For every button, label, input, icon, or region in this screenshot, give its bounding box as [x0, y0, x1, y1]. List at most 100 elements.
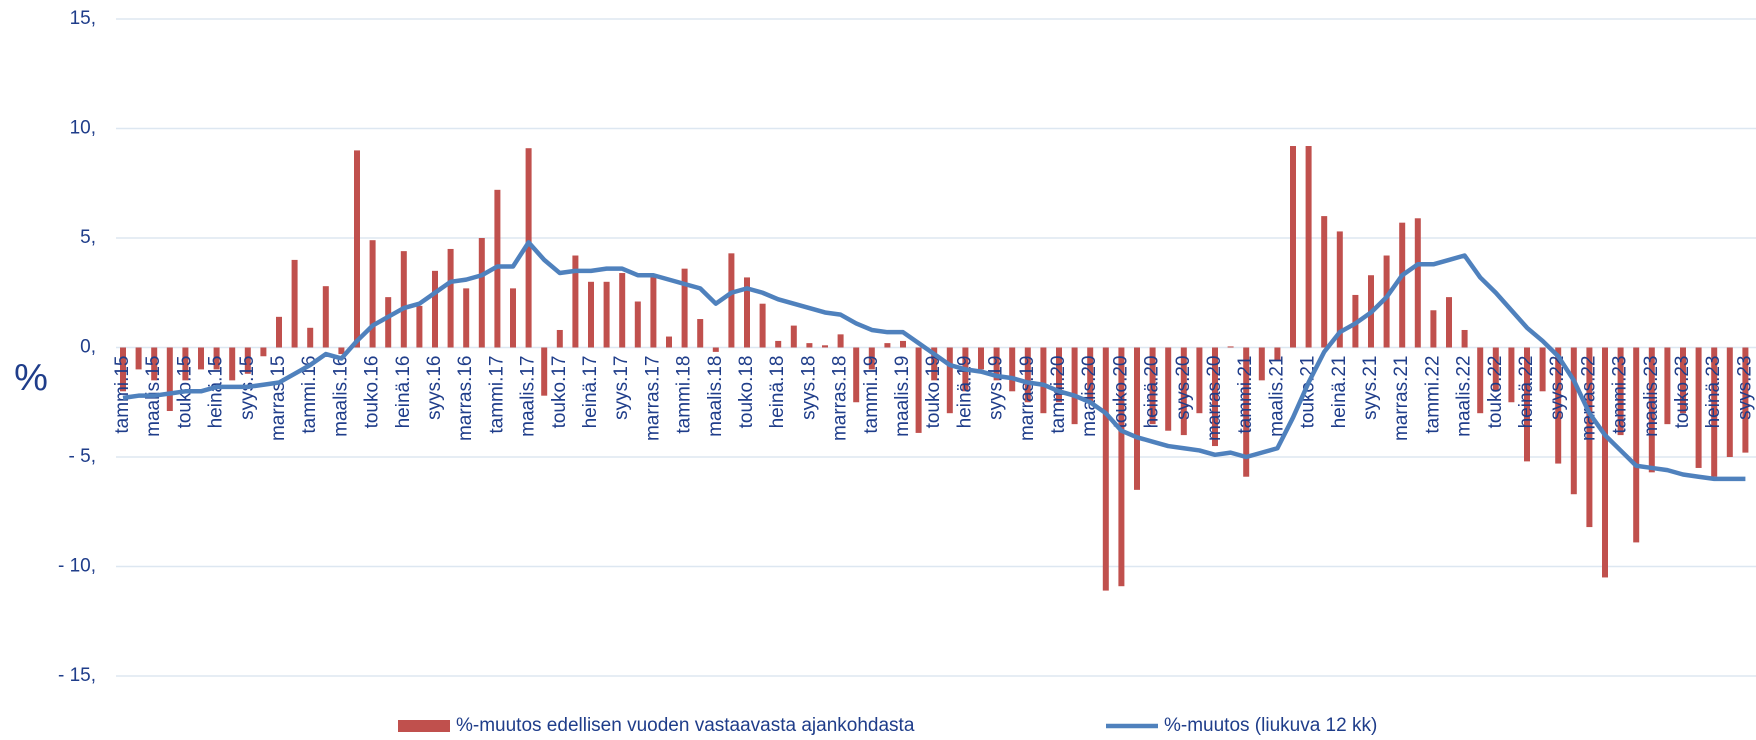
- bar: [1570, 347, 1577, 495]
- x-tick-label: heinä.17: [580, 356, 601, 429]
- bar: [1586, 347, 1593, 528]
- x-tick-label: maalis.17: [518, 356, 539, 437]
- x-tick-label: maalis.18: [705, 356, 726, 437]
- bar: [1602, 347, 1608, 578]
- bar: [572, 255, 579, 348]
- x-tick-label: touko.18: [736, 356, 757, 429]
- bar: [556, 329, 563, 348]
- bar: [619, 273, 626, 348]
- x-tick-label: marras.16: [455, 356, 476, 442]
- x-tick-label: syys.22: [1547, 356, 1568, 420]
- bar: [1305, 146, 1312, 348]
- x-tick-label: marras.17: [642, 356, 663, 442]
- x-tick-label: syys.21: [1360, 356, 1381, 420]
- x-tick-label: touko.20: [1110, 356, 1131, 429]
- bar: [946, 347, 953, 414]
- bar: [1009, 347, 1016, 392]
- bar: [1492, 347, 1499, 392]
- x-tick-label: heinä.21: [1329, 356, 1350, 429]
- bar: [650, 275, 657, 348]
- bar: [666, 336, 672, 348]
- x-tick-label: maalis.16: [330, 356, 351, 437]
- bar: [1243, 347, 1250, 477]
- bar: [1102, 347, 1109, 591]
- bar: [1461, 329, 1468, 348]
- bar: [463, 288, 470, 348]
- x-tick-label: touko.19: [923, 356, 944, 429]
- bar: [1290, 146, 1296, 348]
- bar: [1680, 347, 1686, 414]
- bar: [588, 281, 594, 348]
- bar: [1149, 347, 1156, 425]
- bar: [712, 347, 719, 352]
- x-tick-label: heinä.16: [393, 356, 414, 429]
- bar: [931, 347, 938, 381]
- bar: [432, 270, 438, 348]
- bar: [229, 347, 236, 381]
- bar: [1555, 347, 1562, 464]
- x-tick-label: syys.18: [798, 356, 819, 420]
- bar: [1430, 310, 1437, 348]
- x-tick-label: touko.16: [362, 356, 383, 429]
- x-tick-label: tammi.18: [674, 356, 695, 434]
- bar: [853, 347, 860, 403]
- bar: [1258, 347, 1265, 381]
- bar: [915, 347, 922, 433]
- bar: [759, 303, 766, 348]
- bar: [1165, 347, 1172, 431]
- bar: [603, 281, 610, 348]
- x-tick-label: syys.17: [611, 356, 632, 420]
- bar: [1726, 347, 1733, 457]
- x-tick-label: touko.23: [1672, 356, 1693, 429]
- bar: [1524, 347, 1530, 462]
- bar: [510, 288, 516, 348]
- bar: [322, 286, 329, 348]
- bar: [868, 347, 875, 370]
- x-tick-label: syys.16: [424, 356, 445, 420]
- bar: [400, 251, 407, 348]
- bar: [697, 319, 704, 348]
- x-tick-label: tammi.19: [861, 356, 882, 434]
- bar: [307, 327, 314, 348]
- bar: [1633, 347, 1640, 543]
- bar: [1227, 346, 1234, 348]
- bar: [385, 297, 392, 348]
- bar: [416, 305, 423, 348]
- bar: [369, 240, 376, 348]
- bar: [525, 148, 532, 348]
- x-tick-label: syys.19: [986, 356, 1007, 420]
- bar: [1446, 297, 1452, 348]
- bar: [1695, 347, 1702, 468]
- bar: [276, 316, 282, 348]
- bar: [837, 334, 844, 348]
- bar: [1056, 347, 1062, 403]
- bar: [775, 340, 782, 348]
- bar: [806, 343, 813, 348]
- x-tick-label: syys.23: [1734, 356, 1755, 420]
- bar: [198, 347, 204, 370]
- legend-label: %-muutos (liukuva 12 kk): [1164, 715, 1377, 736]
- x-tick-label: maalis.22: [1454, 356, 1475, 437]
- bar: [1477, 347, 1484, 414]
- legend-swatch: [398, 720, 450, 732]
- x-tick-label: heinä.19: [954, 356, 975, 429]
- x-tick-label: maalis.23: [1641, 356, 1662, 437]
- x-tick-label: marras.21: [1391, 356, 1412, 442]
- bar: [1711, 347, 1718, 477]
- bar: [1196, 347, 1203, 414]
- bar: [1664, 347, 1671, 425]
- bar: [447, 248, 454, 348]
- bar: [1071, 347, 1078, 425]
- bar: [1118, 347, 1125, 587]
- bar: [1321, 216, 1328, 348]
- x-tick-label: tammi.22: [1422, 356, 1443, 434]
- line: [122, 240, 1746, 482]
- y-tick-label: 0,: [80, 337, 96, 358]
- x-tick-label: syys.20: [1173, 356, 1194, 420]
- bar: [213, 347, 220, 370]
- bar: [135, 347, 142, 370]
- bar: [1134, 347, 1140, 490]
- bar: [354, 150, 360, 348]
- bar: [978, 347, 984, 370]
- bar: [478, 238, 485, 348]
